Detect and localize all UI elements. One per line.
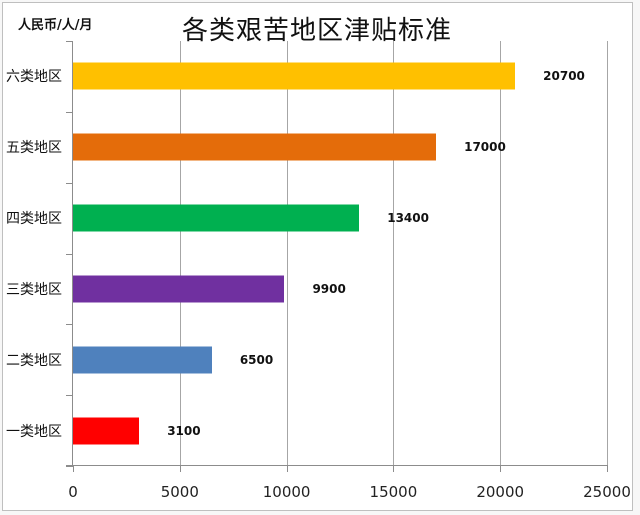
x-tick-label: 0 [68, 483, 78, 501]
bar [73, 346, 212, 374]
unit-label: 人民币/人/月 [18, 18, 93, 33]
gridline [179, 41, 181, 466]
category-label: 六类地区 [6, 69, 62, 86]
y-tick [66, 466, 73, 467]
y-tick [66, 324, 73, 326]
x-tick [393, 465, 395, 472]
y-tick [66, 395, 73, 397]
gridline [500, 41, 502, 466]
gridline [393, 41, 395, 466]
x-tick-label: 25000 [583, 483, 631, 501]
gridline [607, 41, 608, 466]
x-tick [607, 465, 608, 472]
x-tick-label: 20000 [476, 483, 525, 501]
y-tick [66, 111, 73, 113]
bar [73, 417, 140, 445]
x-tick [286, 465, 288, 472]
category-label: 四类地区 [6, 211, 62, 228]
category-label: 二类地区 [6, 352, 62, 369]
y-tick [66, 182, 73, 184]
category-label: 三类地区 [6, 281, 62, 298]
x-axis [66, 465, 608, 466]
data-label: 20700 [543, 69, 585, 84]
chart-title: 各类艰苦地区津贴标准 [182, 16, 453, 46]
bar [73, 133, 437, 161]
x-tick [179, 465, 181, 472]
data-label: 9900 [312, 281, 346, 296]
data-label: 3100 [167, 423, 201, 438]
bar [73, 204, 360, 232]
x-tick [500, 465, 502, 472]
data-label: 13400 [387, 211, 429, 226]
bar [73, 275, 285, 303]
data-label: 17000 [464, 140, 506, 155]
gridline [286, 41, 288, 466]
category-label: 五类地区 [6, 140, 62, 157]
y-tick [66, 41, 73, 42]
x-tick-label: 15000 [369, 483, 418, 501]
category-label: 一类地区 [6, 423, 62, 440]
bar [73, 62, 516, 90]
x-tick [73, 465, 74, 472]
data-label: 6500 [239, 352, 274, 367]
x-tick-label: 10000 [262, 483, 311, 501]
y-tick [66, 253, 73, 255]
x-tick-label: 5000 [160, 483, 199, 501]
